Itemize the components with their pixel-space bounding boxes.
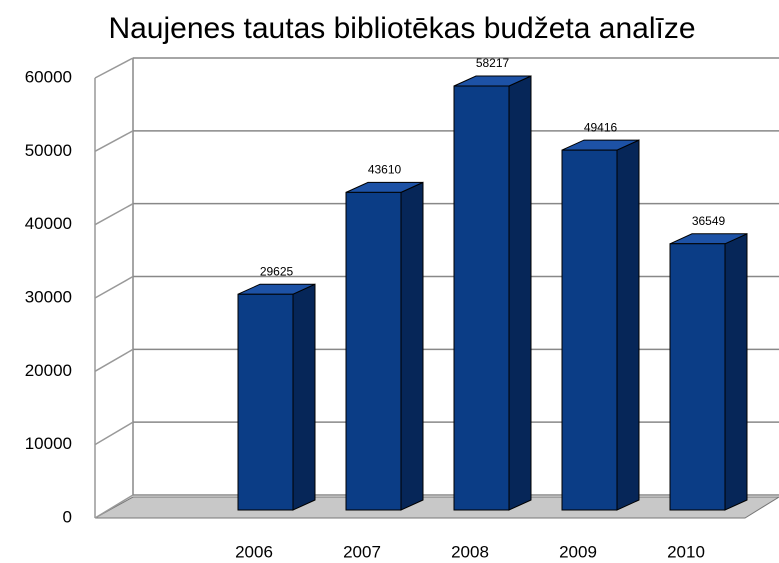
value-label: 43610 bbox=[368, 163, 402, 177]
y-tick-label: 60000 bbox=[25, 67, 72, 86]
bar-front bbox=[669, 243, 726, 511]
x-tick-label: 2006 bbox=[235, 542, 273, 561]
bar bbox=[237, 283, 316, 511]
grid-line-side bbox=[94, 494, 134, 519]
chart-title: Naujenes tautas bibliotēkas budžeta anal… bbox=[108, 12, 695, 45]
y-tick-label: 10000 bbox=[25, 434, 72, 453]
grid-line-side bbox=[94, 421, 134, 446]
grid-line-side bbox=[94, 57, 134, 79]
bar-side bbox=[508, 75, 532, 511]
value-label: 29625 bbox=[260, 264, 294, 278]
bar-side bbox=[724, 233, 748, 511]
grid-line-side bbox=[94, 203, 134, 226]
grid-line-side bbox=[94, 275, 134, 299]
x-tick-label: 2009 bbox=[559, 542, 597, 561]
bar-front bbox=[345, 191, 402, 511]
bar bbox=[345, 181, 424, 511]
y-tick-label: 50000 bbox=[25, 141, 72, 160]
y-tick-label: 30000 bbox=[25, 287, 72, 306]
y-tick-label: 0 bbox=[63, 507, 72, 526]
grid-line-side bbox=[94, 348, 134, 372]
y-tick-label: 20000 bbox=[25, 361, 72, 380]
y-tick-label: 40000 bbox=[25, 214, 72, 233]
bar-side bbox=[400, 181, 424, 511]
grid-line-side bbox=[94, 130, 134, 152]
x-tick-label: 2007 bbox=[343, 542, 381, 561]
x-tick-label: 2010 bbox=[667, 542, 705, 561]
value-label: 36549 bbox=[692, 214, 726, 228]
x-tick-label: 2008 bbox=[451, 542, 489, 561]
value-label: 58217 bbox=[476, 56, 510, 70]
bar-front bbox=[453, 85, 510, 511]
bar-side bbox=[616, 139, 640, 511]
bar bbox=[561, 139, 640, 511]
bar-side bbox=[292, 283, 316, 511]
bar-front bbox=[237, 293, 294, 511]
value-label: 49416 bbox=[584, 120, 618, 134]
bar-front bbox=[561, 149, 618, 511]
bar bbox=[453, 75, 532, 511]
bar bbox=[669, 233, 748, 511]
